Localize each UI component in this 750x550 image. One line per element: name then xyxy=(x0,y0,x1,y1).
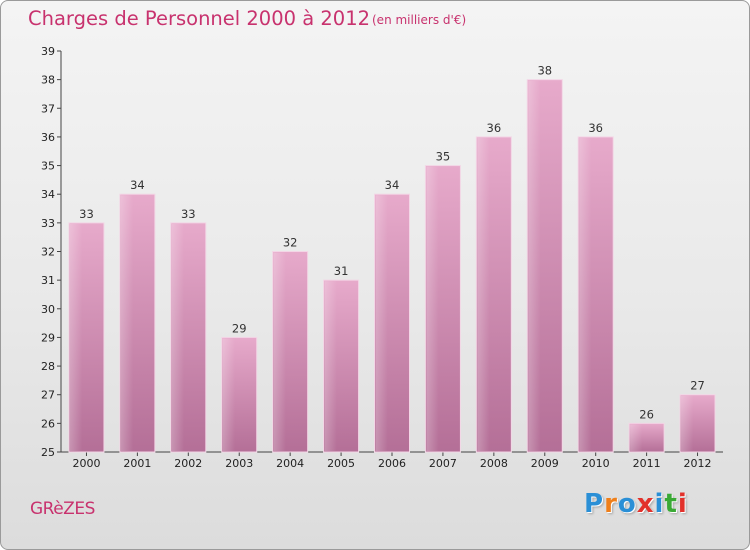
value-label: 36 xyxy=(487,121,502,135)
y-tick-label: 30 xyxy=(41,303,55,316)
bar-highlight xyxy=(477,137,490,451)
x-tick-label: 2005 xyxy=(327,457,355,470)
x-tick-label: 2008 xyxy=(480,457,508,470)
value-label: 35 xyxy=(436,150,451,164)
y-tick-label: 37 xyxy=(41,102,55,115)
bar-highlight xyxy=(579,137,592,451)
logo-letter: x xyxy=(636,489,655,519)
bar-highlight xyxy=(324,281,337,451)
value-label: 33 xyxy=(79,207,94,221)
value-label: 34 xyxy=(130,178,145,192)
bar-highlight xyxy=(681,395,694,451)
value-label: 38 xyxy=(537,64,552,78)
x-tick-label: 2002 xyxy=(174,457,202,470)
y-tick-label: 31 xyxy=(41,274,55,287)
y-tick-label: 33 xyxy=(41,217,55,230)
logo-letter: r xyxy=(604,489,618,519)
value-label: 29 xyxy=(232,321,247,335)
y-tick-label: 34 xyxy=(41,188,55,201)
bar-highlight xyxy=(120,195,134,451)
x-tick-label: 2010 xyxy=(582,457,610,470)
value-label: 26 xyxy=(639,407,654,421)
value-label: 32 xyxy=(283,236,298,250)
bar-highlight xyxy=(528,80,541,452)
x-tick-label: 2007 xyxy=(429,457,457,470)
bar-highlight xyxy=(375,195,388,451)
value-label: 36 xyxy=(588,121,603,135)
y-tick-label: 32 xyxy=(41,246,55,259)
y-tick-label: 36 xyxy=(41,131,55,144)
x-tick-label: 2006 xyxy=(378,457,406,470)
commune-name: GRèZES xyxy=(30,499,95,519)
value-label: 31 xyxy=(334,264,349,278)
y-tick-label: 27 xyxy=(41,389,55,402)
bar-highlight xyxy=(69,223,83,451)
bar-highlight xyxy=(273,252,286,451)
y-tick-label: 29 xyxy=(41,331,55,344)
value-label: 34 xyxy=(385,178,400,192)
y-tick-label: 26 xyxy=(41,417,55,430)
x-tick-label: 2000 xyxy=(72,457,100,470)
bar-highlight xyxy=(630,424,643,451)
x-tick-label: 2004 xyxy=(276,457,304,470)
logo-letter: i xyxy=(677,489,688,519)
logo-letter: P xyxy=(584,489,605,519)
logo-letter: o xyxy=(617,489,637,519)
x-tick-label: 2009 xyxy=(531,457,559,470)
unit-note: (en milliers d'€) xyxy=(372,13,467,27)
bar-highlight xyxy=(222,338,235,451)
x-tick-label: 2003 xyxy=(225,457,253,470)
x-tick-label: 2001 xyxy=(123,457,151,470)
y-tick-label: 39 xyxy=(41,45,55,58)
logo-letter: t xyxy=(664,489,678,519)
x-tick-label: 2011 xyxy=(633,457,661,470)
value-label: 33 xyxy=(181,207,196,221)
y-tick-label: 35 xyxy=(41,160,55,173)
x-tick-label: 2012 xyxy=(684,457,712,470)
y-tick-label: 25 xyxy=(41,446,55,459)
value-label: 27 xyxy=(690,379,705,393)
logo-letter: i xyxy=(654,489,665,519)
y-tick-label: 38 xyxy=(41,74,55,87)
bar-highlight xyxy=(426,166,439,452)
proxiti-logo: Proxiti xyxy=(584,489,688,519)
chart-title: Charges de Personnel 2000 à 2012 xyxy=(28,7,371,30)
bar-highlight xyxy=(171,223,185,451)
y-tick-label: 28 xyxy=(41,360,55,373)
